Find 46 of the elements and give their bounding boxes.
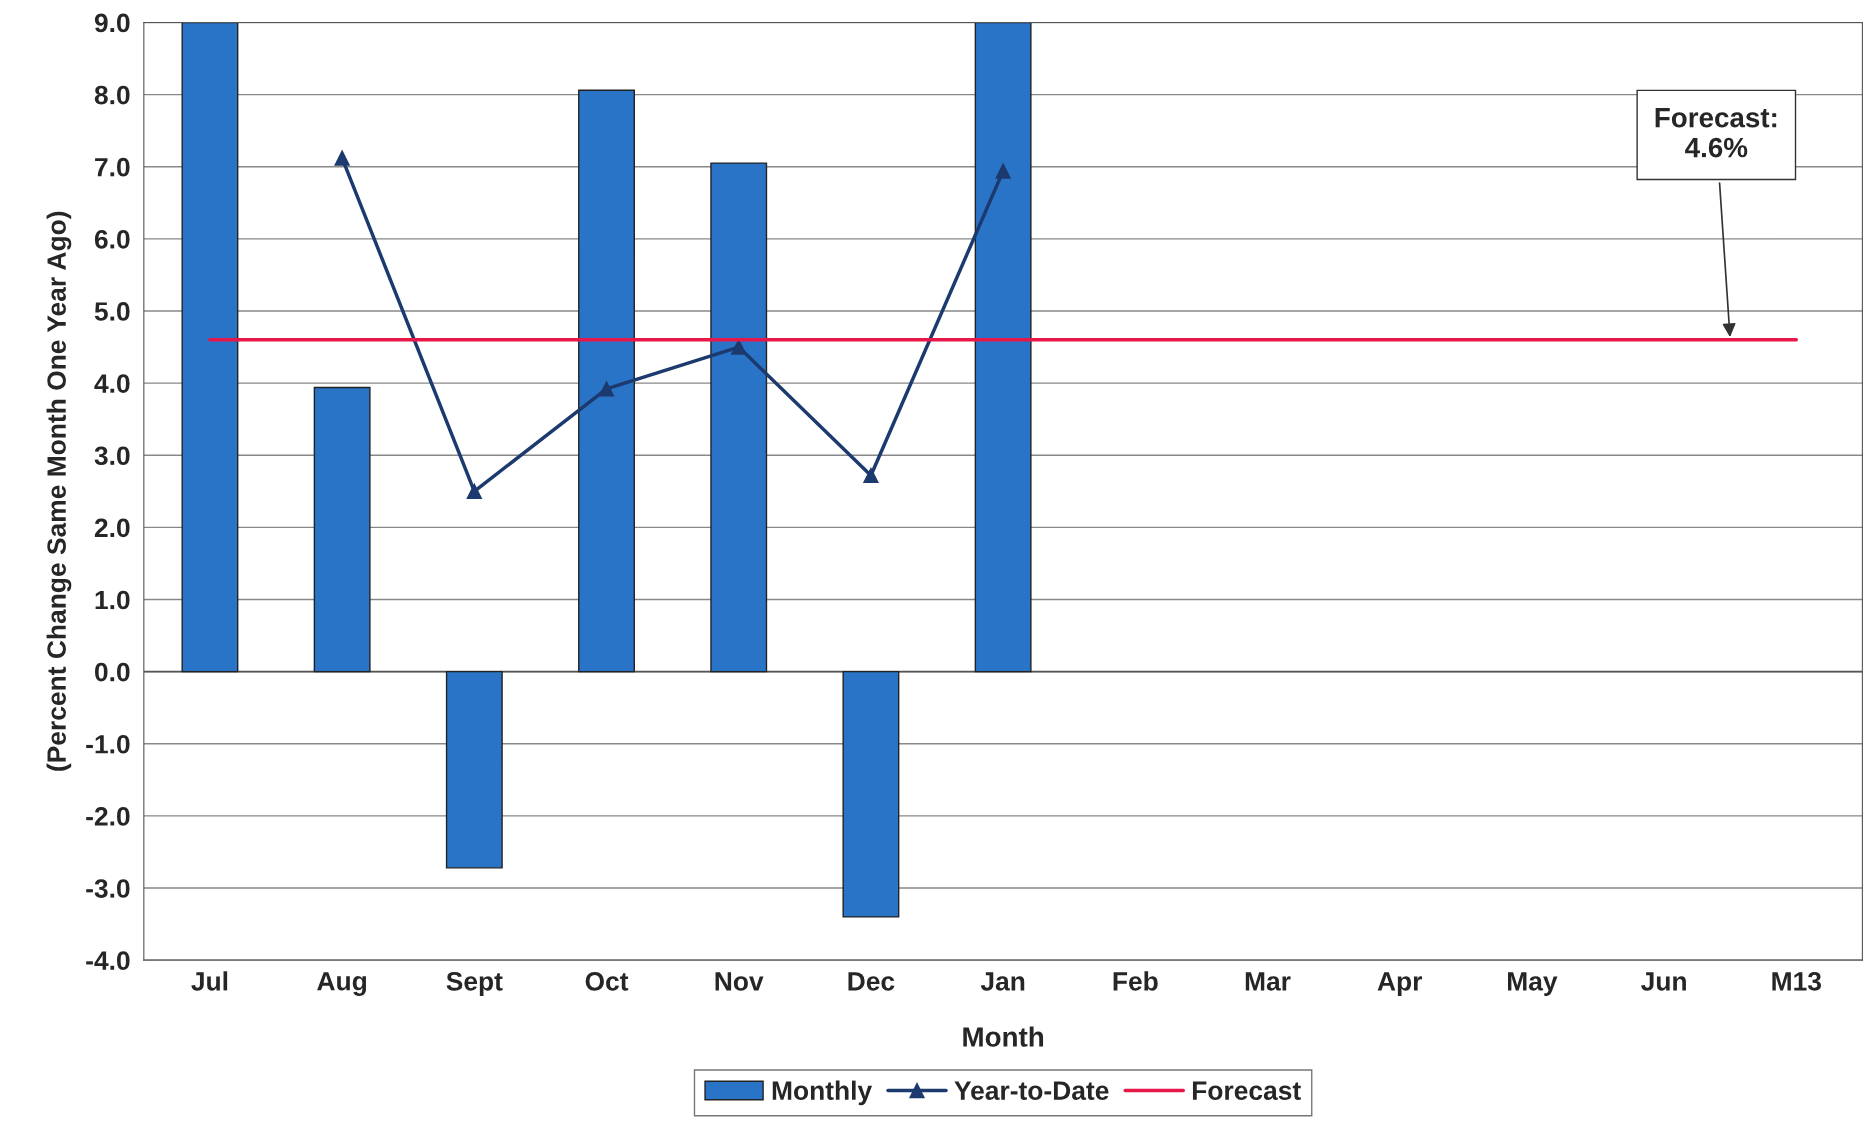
y-axis-title: (Percent Change Same Month One Year Ago) [46,211,72,771]
point [466,483,482,499]
y-tick-label: -4.0 [86,951,130,970]
legend-label: Year-to-Date [954,1081,1109,1100]
x-tick-label: Feb [1113,971,1158,991]
x-tick-label: Aug [317,972,367,996]
y-tick-label: 1.0 [95,590,130,610]
point [995,163,1011,179]
bar [578,89,635,673]
x-tick-label: Oct [585,971,629,991]
annotation: Forecast: 4.6% [1655,108,1777,158]
x-tick-label: M13 [1772,971,1822,991]
x-tick-label: Dec [848,972,895,991]
y-tick-label: -2.0 [86,807,130,826]
bar [842,670,900,918]
legend-label: Monthly [772,1080,873,1106]
point [334,150,350,166]
y-tick-label: 4.0 [94,374,130,393]
y-tick-label: 9.0 [94,13,130,33]
x-axis-title: Month [963,1026,1044,1047]
bar [974,22,1032,673]
y-tick-label: 5.0 [94,302,130,321]
bar [181,22,239,673]
y-tick-label: 2.0 [94,518,130,538]
x-tick-label: Apr [1377,972,1423,996]
y-tick-label: -1.0 [86,734,130,754]
y-tick-label: 6.0 [94,229,130,249]
x-tick-label: Jul [191,971,228,991]
y-tick-label: 0.0 [95,662,130,682]
x-tick-label: Nov [715,972,764,991]
bar [710,162,768,673]
y-tick-label: 8.0 [94,85,130,105]
y-tick-label: 3.0 [94,446,130,466]
x-tick-label: Sept [446,971,503,996]
x-tick-label: Mar [1245,972,1291,991]
x-tick-label: Jun [1641,972,1686,991]
point [598,381,615,397]
bar [445,670,503,869]
y-tick-label: 7.0 [95,157,130,177]
point [863,467,879,484]
y-tick-label: -3.0 [86,879,130,898]
legend-label: Forecast [1192,1081,1301,1100]
x-tick-label: Jan [980,972,1025,991]
bar [313,386,371,673]
x-tick-label: May [1508,972,1558,996]
point [731,339,747,355]
